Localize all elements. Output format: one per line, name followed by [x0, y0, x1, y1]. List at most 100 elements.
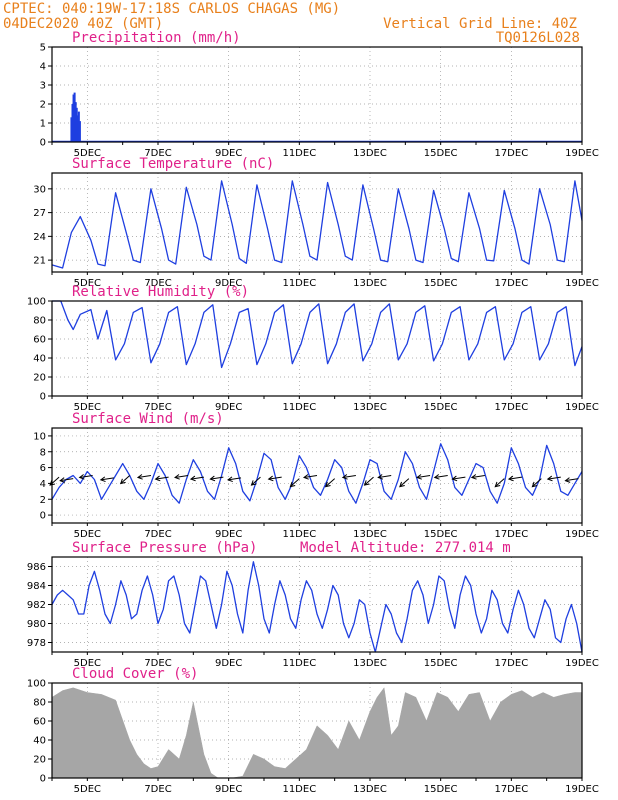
precip-bar — [76, 115, 79, 142]
precip-xtick-label: 15DEC — [424, 148, 458, 159]
pressure-ytick-label: 980 — [27, 619, 46, 630]
panels: Precipitation (mm/h) 0 1 2 3 4 5 5DEC 7DEC 9DEC 11… — [27, 30, 599, 795]
cloud-ytick-label: 20 — [33, 755, 46, 766]
rh-xtick-label: 5DEC — [74, 402, 101, 413]
wind-arrow-head — [99, 476, 106, 483]
pressure-xtick-label: 5DEC — [74, 658, 101, 669]
precip-frame — [51, 46, 583, 143]
precip-ytick-label: 3 — [40, 81, 46, 92]
wind-title: Surface Wind (m/s) — [72, 411, 224, 427]
wind-xtick-label: 15DEC — [424, 529, 458, 540]
pressure-ytick-label: 984 — [27, 581, 46, 592]
wind-arrow — [416, 475, 431, 478]
wind-arrow-head — [189, 475, 196, 482]
rh-xtick-label: 7DEC — [144, 402, 171, 413]
wind-arrow — [100, 477, 114, 481]
wind-xtick-label: 5DEC — [74, 529, 101, 540]
rh-ytick-label: 0 — [40, 392, 46, 403]
wind-xtick-label: 11DEC — [282, 529, 316, 540]
wind-arrow — [364, 476, 374, 486]
wind-arrow — [137, 475, 152, 478]
precip-ytick-label: 4 — [40, 62, 46, 73]
wind-ytick-label: 0 — [40, 511, 46, 522]
pressure-panel: Surface Pressure (hPa) Model Altitude: 27… — [27, 540, 599, 669]
cloud-xtick-label: 5DEC — [74, 784, 101, 795]
wind-arrow — [547, 476, 561, 480]
wind-arrow-head — [250, 480, 257, 486]
wind-arrow — [494, 478, 505, 488]
wind-arrow-head — [302, 474, 309, 480]
header-grid-note: Vertical Grid Line: 40Z — [383, 16, 577, 32]
wind-arrow-head — [267, 475, 274, 482]
precip-bar — [72, 94, 75, 142]
wind-arrow-head — [494, 481, 501, 488]
rh-frame — [51, 300, 583, 397]
precip-bar — [74, 102, 77, 142]
wind-arrow — [227, 477, 242, 481]
wind-arrow-head — [59, 477, 66, 483]
wind-arrow-head — [377, 474, 384, 480]
temp-xtick-label: 13DEC — [353, 278, 387, 289]
pressure-ytick-label: 978 — [27, 638, 46, 649]
rh-xtick-label: 13DEC — [353, 402, 387, 413]
wind-arrow — [251, 476, 261, 486]
precip-xtick-label: 9DEC — [215, 148, 242, 159]
wind-arrow-head — [49, 480, 56, 486]
pressure-annotation: Model Altitude: 277.014 m — [300, 540, 511, 556]
wind-arrow — [155, 476, 169, 480]
pressure-xtick-label: 17DEC — [494, 658, 528, 669]
wind-arrow-head — [416, 474, 422, 480]
wind-arrow-head — [209, 475, 216, 482]
rh-ytick-label: 20 — [33, 373, 46, 384]
wind-arrow-head — [433, 474, 440, 480]
pressure-line — [51, 561, 583, 653]
cloud-xtick-label: 17DEC — [494, 784, 528, 795]
wind-arrow — [434, 475, 448, 478]
wind-ytick-label: 2 — [40, 495, 46, 506]
wind-arrow — [174, 475, 189, 478]
wind-arrow — [508, 476, 523, 480]
rh-title: Relative Humidity (%) — [72, 284, 249, 300]
wind-arrow — [532, 478, 542, 488]
pressure-xtick-label: 15DEC — [424, 658, 458, 669]
pressure-xtick-label: 9DEC — [215, 658, 242, 669]
wind-arrow — [325, 478, 335, 488]
wind-ytick-label: 10 — [33, 431, 46, 442]
rh-xtick-label: 9DEC — [215, 402, 242, 413]
cloud-ytick-label: 40 — [33, 736, 46, 747]
pressure-xtick-label: 13DEC — [353, 658, 387, 669]
wind-arrow — [210, 476, 224, 480]
pressure-xtick-label: 11DEC — [282, 658, 316, 669]
wind-arrow-head — [451, 475, 458, 482]
rh-ytick-label: 60 — [33, 335, 46, 346]
cloud-ytick-label: 100 — [27, 679, 46, 690]
cloud-ytick-label: 60 — [33, 717, 46, 728]
temp-ytick-label: 30 — [33, 184, 46, 195]
cloud-panel: Cloud Cover (%) 0 20 40 60 80 100 5DEC 7DEC 9DEC 1… — [27, 666, 599, 795]
rh-xtick-label: 11DEC — [282, 402, 316, 413]
wind-line — [51, 443, 583, 504]
cloud-ytick-label: 80 — [33, 698, 46, 709]
wind-arrow-head — [154, 475, 161, 482]
rh-line — [52, 300, 583, 369]
cloud-xtick-label: 11DEC — [282, 784, 316, 795]
rh-xtick-label: 19DEC — [565, 402, 599, 413]
temp-xtick-label: 15DEC — [424, 278, 458, 289]
header-run-date: 04DEC2020 40Z (GMT) — [3, 16, 163, 32]
wind-arrow — [290, 478, 300, 488]
temp-xtick-label: 19DEC — [565, 278, 599, 289]
cloud-xtick-label: 13DEC — [353, 784, 387, 795]
wind-arrow — [452, 476, 466, 480]
precip-ytick-label: 0 — [40, 138, 46, 149]
pressure-xtick-label: 7DEC — [144, 658, 171, 669]
wind-frame — [51, 427, 583, 524]
temp-panel: Surface Temperature (nC) 21 24 27 30 5DEC 7DEC… — [33, 156, 599, 289]
precip-bar — [75, 107, 78, 142]
cloud-xtick-label: 9DEC — [215, 784, 242, 795]
precip-bar — [71, 104, 74, 142]
wind-arrow — [399, 478, 410, 488]
wind-arrow — [471, 475, 485, 478]
precip-ytick-label: 1 — [40, 119, 46, 130]
temp-ytick-label: 27 — [33, 208, 46, 219]
